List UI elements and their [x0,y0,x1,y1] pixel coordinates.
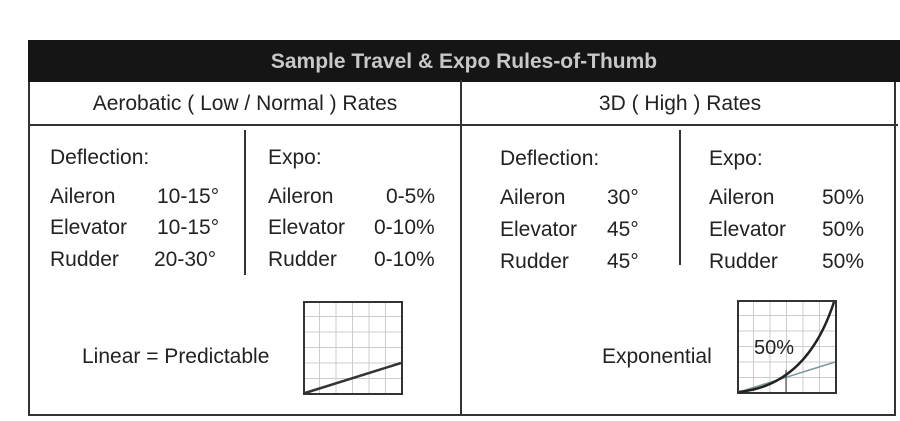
page-title: Sample Travel & Expo Rules-of-Thumb [28,40,900,82]
deflection-value: 20-30° [154,248,217,271]
expo-value: 50% [822,218,865,241]
center-divider [460,80,462,416]
surface-name: Elevator [268,216,346,239]
deflection-label: Deflection: [500,147,600,170]
deflection-label: Deflection: [50,146,150,169]
surface-name: Rudder [268,248,337,271]
exponential-curve-graph [737,300,837,394]
expo-value: 50% [822,250,865,273]
surface-name: Aileron [50,185,116,208]
expo-label: Expo: [268,146,322,169]
aerobatic-header: Aerobatic ( Low / Normal ) Rates [92,92,398,115]
deflection-value: 10-15° [157,216,220,239]
deflection-value: 45° [607,250,639,273]
expo-value: 0-5% [386,185,436,208]
expo-value: 0-10% [374,216,435,239]
surface-name: Rudder [500,250,569,273]
deflection-value: 10-15° [157,185,220,208]
graph-border [303,301,403,395]
expo-value: 50% [822,186,865,209]
surface-name: Aileron [500,186,566,209]
expo-label: Expo: [709,147,763,170]
exponential-curve [738,301,836,394]
exponential-label: Exponential [602,345,712,368]
surface-name: Rudder [50,248,119,271]
graph-border [737,300,837,394]
linear-reference-line [738,361,836,393]
column-divider [244,130,246,275]
surface-name: Elevator [50,216,128,239]
3d-header: 3D ( High ) Rates [598,92,762,115]
surface-name: Aileron [709,186,775,209]
linear-label: Linear = Predictable [82,345,270,368]
surface-name: Aileron [268,185,334,208]
surface-name: Rudder [709,250,778,273]
surface-name: Elevator [500,218,578,241]
expo-value: 0-10% [374,248,435,271]
deflection-value: 30° [607,186,639,209]
surface-name: Elevator [709,218,787,241]
deflection-value: 45° [607,218,639,241]
linear-curve-graph [303,301,403,395]
header-divider [28,124,898,126]
column-divider [679,130,681,265]
exponential-curve-value: 50% [754,337,795,359]
linear-curve [304,361,402,395]
